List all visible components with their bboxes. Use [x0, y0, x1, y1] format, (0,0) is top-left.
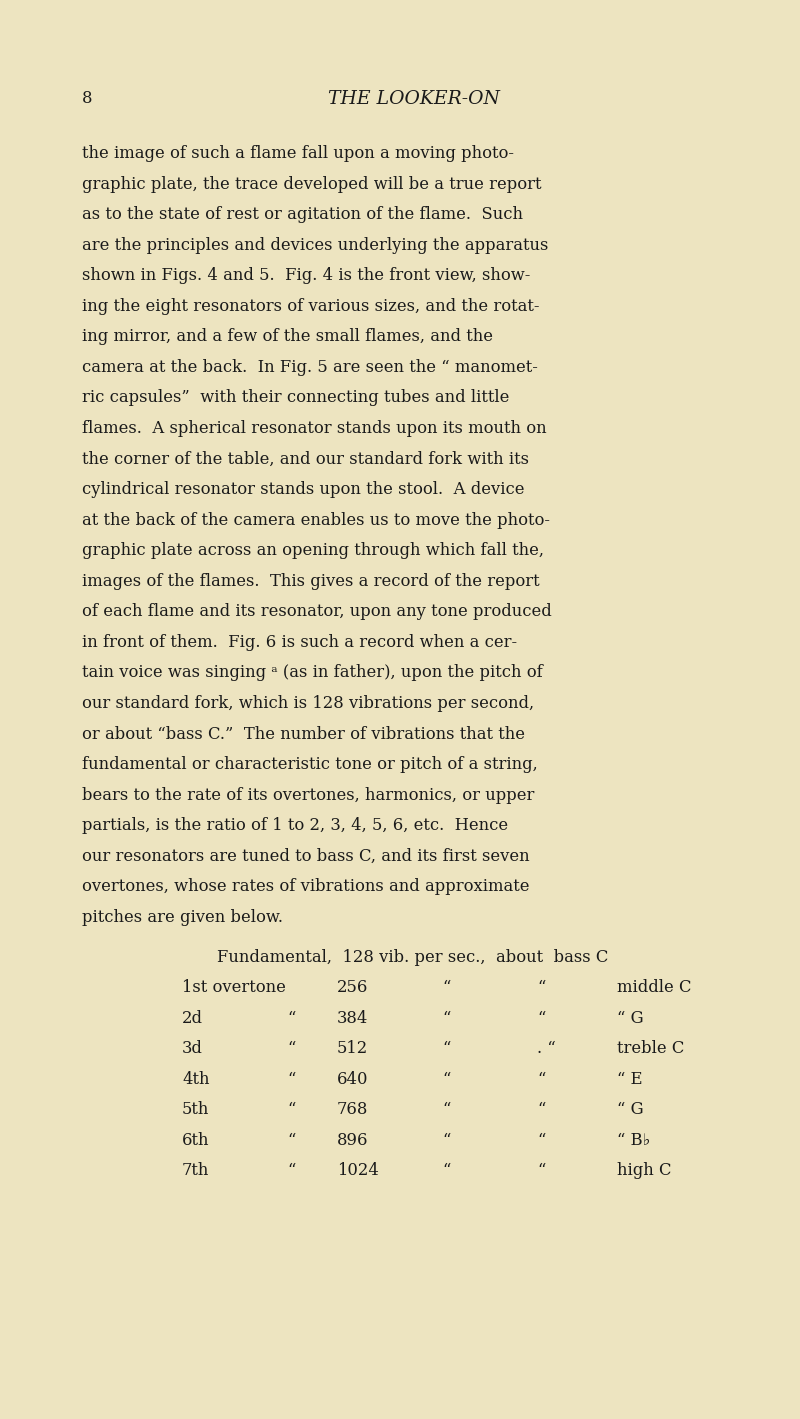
Text: 1024: 1024	[337, 1162, 379, 1179]
Text: “: “	[442, 1040, 450, 1057]
Text: . “: . “	[537, 1040, 556, 1057]
Text: “: “	[442, 1101, 450, 1118]
Text: 5th: 5th	[182, 1101, 210, 1118]
Text: “ G: “ G	[617, 1010, 644, 1027]
Text: overtones, whose rates of vibrations and approximate: overtones, whose rates of vibrations and…	[82, 878, 530, 895]
Text: “: “	[442, 1010, 450, 1027]
Text: flames.  A spherical resonator stands upon its mouth on: flames. A spherical resonator stands upo…	[82, 420, 546, 437]
Text: our resonators are tuned to bass C, and its first seven: our resonators are tuned to bass C, and …	[82, 847, 530, 864]
Text: “: “	[287, 1132, 295, 1149]
Text: “: “	[287, 1040, 295, 1057]
Text: tain voice was singing ᵃ (as in father), upon the pitch of: tain voice was singing ᵃ (as in father),…	[82, 664, 542, 681]
Text: the image of such a flame fall upon a moving photo-: the image of such a flame fall upon a mo…	[82, 145, 514, 162]
Text: fundamental or characteristic tone or pitch of a string,: fundamental or characteristic tone or pi…	[82, 756, 538, 773]
Text: of each flame and its resonator, upon any tone produced: of each flame and its resonator, upon an…	[82, 603, 552, 620]
Text: are the principles and devices underlying the apparatus: are the principles and devices underlyin…	[82, 237, 548, 254]
Text: graphic plate across an opening through which fall the,: graphic plate across an opening through …	[82, 542, 544, 559]
Text: shown in Figs. 4 and 5.  Fig. 4 is the front view, show-: shown in Figs. 4 and 5. Fig. 4 is the fr…	[82, 267, 530, 284]
Text: “: “	[537, 1162, 546, 1179]
Text: 256: 256	[337, 979, 368, 996]
Text: our standard fork, which is 128 vibrations per second,: our standard fork, which is 128 vibratio…	[82, 695, 534, 712]
Text: as to the state of rest or agitation of the flame.  Such: as to the state of rest or agitation of …	[82, 206, 523, 223]
Text: 3d: 3d	[182, 1040, 203, 1057]
Text: high C: high C	[617, 1162, 671, 1179]
Text: 6th: 6th	[182, 1132, 210, 1149]
Text: 1st overtone: 1st overtone	[182, 979, 286, 996]
Text: THE LOOKER-ON: THE LOOKER-ON	[327, 89, 499, 108]
Text: ing the eight resonators of various sizes, and the rotat-: ing the eight resonators of various size…	[82, 298, 539, 315]
Text: ing mirror, and a few of the small flames, and the: ing mirror, and a few of the small flame…	[82, 328, 493, 345]
Text: “: “	[442, 1132, 450, 1149]
Text: camera at the back.  In Fig. 5 are seen the “ manomet-: camera at the back. In Fig. 5 are seen t…	[82, 359, 538, 376]
Text: “: “	[537, 1071, 546, 1088]
Text: 896: 896	[337, 1132, 369, 1149]
Text: “: “	[537, 979, 546, 996]
Text: 768: 768	[337, 1101, 368, 1118]
Text: “: “	[287, 1162, 295, 1179]
Text: “: “	[442, 1071, 450, 1088]
Text: ric capsules”  with their connecting tubes and little: ric capsules” with their connecting tube…	[82, 389, 510, 406]
Text: partials, is the ratio of 1 to 2, 3, 4, 5, 6, etc.  Hence: partials, is the ratio of 1 to 2, 3, 4, …	[82, 817, 508, 834]
Text: 640: 640	[337, 1071, 369, 1088]
Text: in front of them.  Fig. 6 is such a record when a cer-: in front of them. Fig. 6 is such a recor…	[82, 634, 517, 651]
Text: 512: 512	[337, 1040, 368, 1057]
Text: images of the flames.  This gives a record of the report: images of the flames. This gives a recor…	[82, 573, 540, 590]
Text: treble C: treble C	[617, 1040, 684, 1057]
Text: or about “bass C.”  The number of vibrations that the: or about “bass C.” The number of vibrati…	[82, 725, 525, 742]
Text: “: “	[287, 1071, 295, 1088]
Text: 8: 8	[82, 89, 93, 106]
Text: 4th: 4th	[182, 1071, 210, 1088]
Text: bears to the rate of its overtones, harmonics, or upper: bears to the rate of its overtones, harm…	[82, 786, 534, 803]
Text: “: “	[287, 1101, 295, 1118]
Text: Fundamental,  128 vib. per sec.,  about  bass C: Fundamental, 128 vib. per sec., about ba…	[217, 949, 608, 965]
Text: pitches are given below.: pitches are given below.	[82, 910, 283, 925]
Text: “: “	[442, 979, 450, 996]
Text: middle C: middle C	[617, 979, 691, 996]
Text: at the back of the camera enables us to move the photo-: at the back of the camera enables us to …	[82, 512, 550, 529]
Text: cylindrical resonator stands upon the stool.  A device: cylindrical resonator stands upon the st…	[82, 481, 525, 498]
Text: 384: 384	[337, 1010, 368, 1027]
Text: 2d: 2d	[182, 1010, 203, 1027]
Text: “: “	[537, 1132, 546, 1149]
Text: “: “	[537, 1010, 546, 1027]
Text: “ B♭: “ B♭	[617, 1132, 650, 1149]
Text: 7th: 7th	[182, 1162, 210, 1179]
Text: “: “	[442, 1162, 450, 1179]
Text: “ G: “ G	[617, 1101, 644, 1118]
Text: the corner of the table, and our standard fork with its: the corner of the table, and our standar…	[82, 451, 529, 467]
Text: “ E: “ E	[617, 1071, 642, 1088]
Text: graphic plate, the trace developed will be a true report: graphic plate, the trace developed will …	[82, 176, 542, 193]
Text: “: “	[287, 1010, 295, 1027]
Text: “: “	[537, 1101, 546, 1118]
